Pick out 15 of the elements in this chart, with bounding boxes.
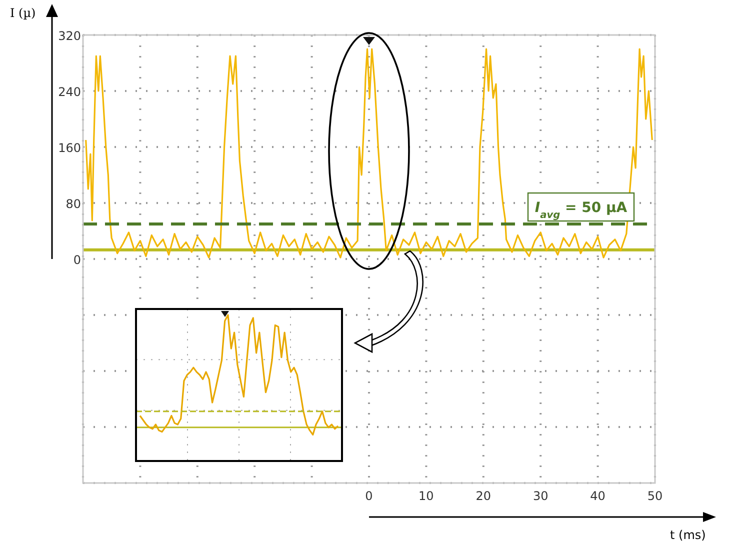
y-tick-label: 160: [58, 141, 81, 155]
ref-line-label: I$_{avg}$ = 50 µA: [534, 200, 628, 220]
x-tick-label: 20: [476, 489, 492, 503]
x-tick-label: 50: [647, 489, 663, 503]
x-tick-label: 0: [365, 489, 373, 503]
x-tick-label: 30: [532, 489, 548, 503]
line-series: [85, 48, 653, 258]
y-tick-label: 80: [66, 197, 81, 211]
y-tick-label: 240: [58, 85, 81, 99]
y-tick-label: 0: [73, 253, 81, 267]
y-tick-label: 320: [58, 29, 81, 43]
x-tick-label: 40: [590, 489, 606, 503]
x-tick-label: 10: [418, 489, 434, 503]
x-axis-title: t (ms): [670, 528, 706, 542]
y-axis-title: I (µ): [10, 6, 36, 20]
